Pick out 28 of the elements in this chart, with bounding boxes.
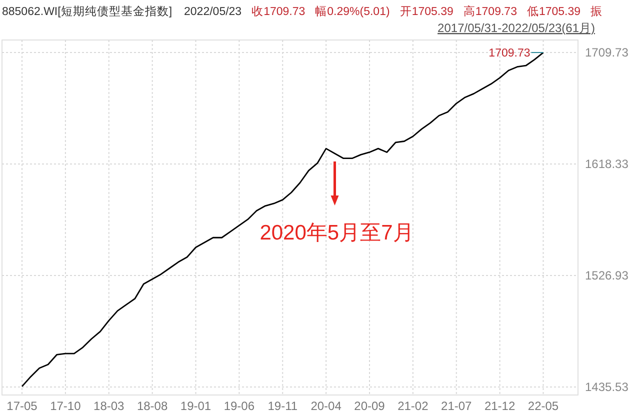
text: 振 <box>590 5 603 18</box>
text: 高1709.73 <box>463 4 517 18</box>
x-tick-label: 18-03 <box>94 399 125 413</box>
y-tick-label: 1435.53 <box>585 380 629 394</box>
x-tick-label: 18-08 <box>136 399 168 413</box>
x-tick-label: 21-02 <box>398 399 429 413</box>
x-tick-label: 17-05 <box>6 399 38 413</box>
y-tick-label: 1618.33 <box>585 157 629 172</box>
x-tick-label: 20-04 <box>310 399 342 413</box>
text: 低1705.39 <box>526 5 581 18</box>
text: 开1705.39 <box>400 5 454 18</box>
x-tick-label: 17-10 <box>50 399 82 413</box>
x-tick-label: 19-01 <box>180 399 212 413</box>
annotation: 2020年5月至7月 <box>260 221 414 244</box>
x-tick-label: 21-12 <box>484 399 516 413</box>
chart-title: 885062.WI[短期纯债型基金指数] <box>2 5 172 18</box>
chart-subtitle: 2017/05/31-2022/05/23(61月) <box>438 21 596 35</box>
text: 幅0.29%(5.01) <box>315 5 390 18</box>
x-tick-label: 20-09 <box>354 399 386 413</box>
x-tick-label: 19-06 <box>224 399 255 413</box>
text: 2022/05/23 <box>184 6 242 18</box>
x-tick-label: 19-11 <box>268 399 298 413</box>
y-tick-label: 1709.73 <box>585 46 629 60</box>
x-tick-label: 21-07 <box>441 399 472 413</box>
annotation: 1709.73 <box>488 48 530 60</box>
x-tick-label: 22-05 <box>528 399 559 413</box>
y-tick-label: 1526.93 <box>585 268 629 283</box>
text: 收1709.73 <box>252 5 306 18</box>
